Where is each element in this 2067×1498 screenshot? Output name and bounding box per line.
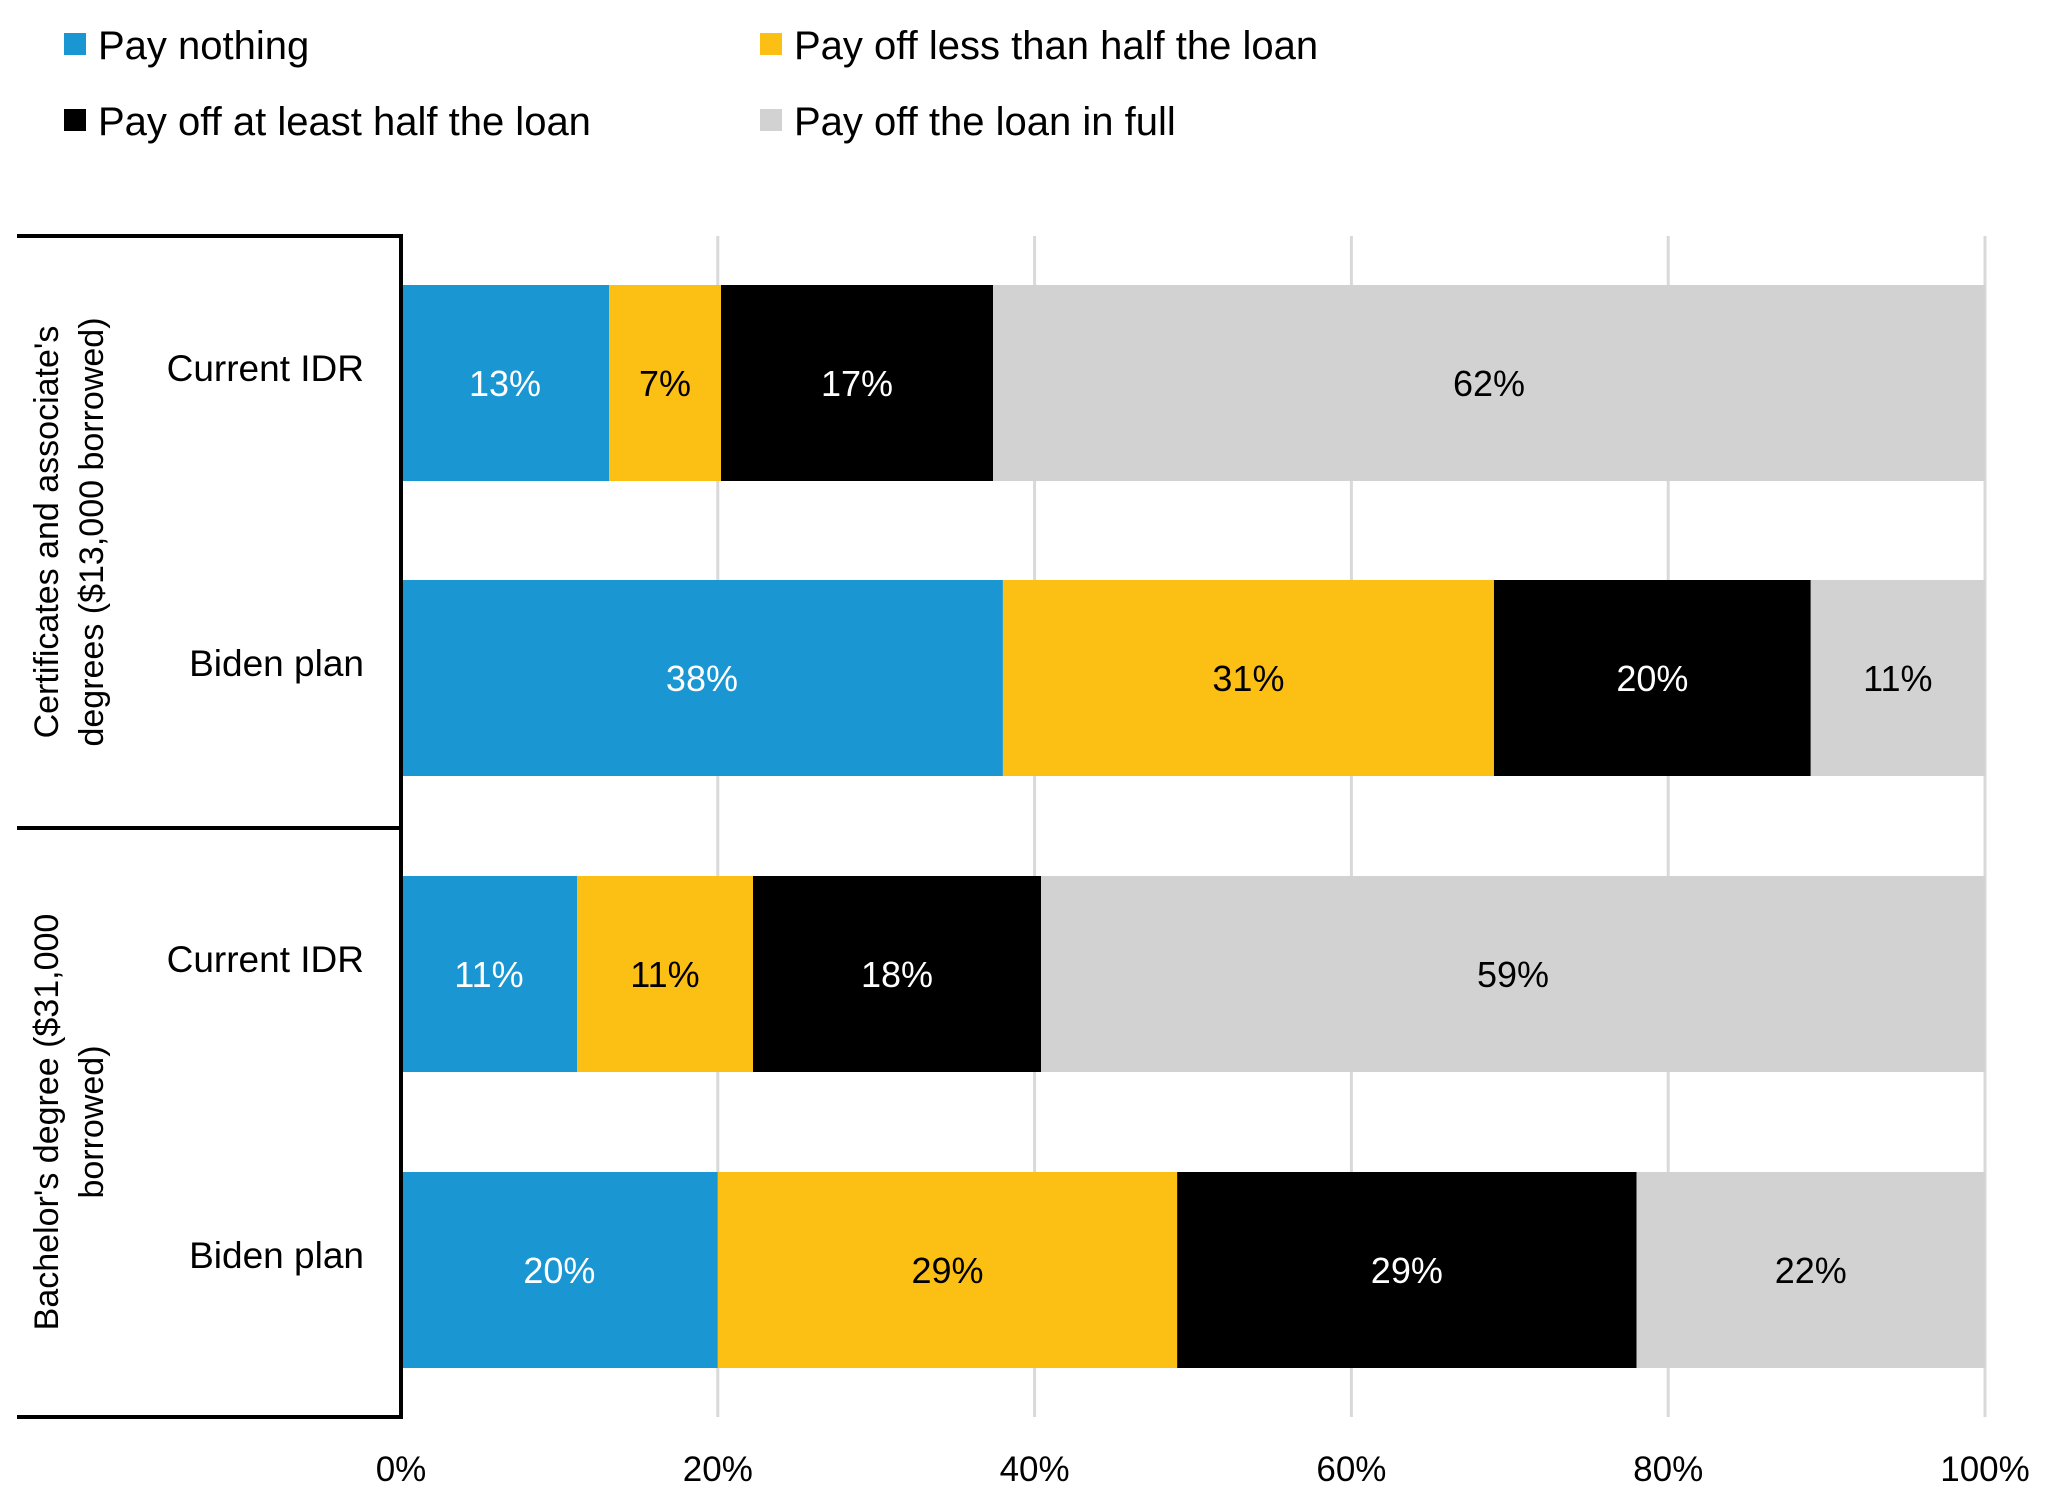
legend-swatch xyxy=(64,33,86,55)
bar-segment xyxy=(1002,580,1494,776)
data-label: 11% xyxy=(1863,658,1932,699)
category-label: Current IDR xyxy=(167,348,364,389)
x-tick-label: 20% xyxy=(683,1450,753,1489)
group-label: degrees ($13,000 borrowed) xyxy=(73,317,111,746)
category-label: Current IDR xyxy=(167,939,364,980)
bar-segment xyxy=(721,285,993,481)
bar-segment xyxy=(401,285,609,481)
bar-segment xyxy=(577,876,753,1072)
data-label: 59% xyxy=(1477,954,1549,995)
bar-segment xyxy=(609,285,721,481)
axes xyxy=(17,234,403,1419)
bar-segment xyxy=(753,876,1041,1072)
bar-segment xyxy=(1810,580,1985,776)
bar-segment xyxy=(1493,580,1811,776)
bar-segment xyxy=(1041,876,1985,1072)
data-label: 38% xyxy=(666,658,738,699)
data-label: 29% xyxy=(1371,1250,1443,1291)
data-label: 31% xyxy=(1212,658,1284,699)
data-label: 62% xyxy=(1453,363,1525,404)
bar-segment xyxy=(717,1172,1178,1368)
data-label: 29% xyxy=(911,1250,983,1291)
data-label: 18% xyxy=(861,954,933,995)
category-label: Biden plan xyxy=(189,1235,364,1276)
x-tick-label: 0% xyxy=(376,1450,427,1489)
data-label: 7% xyxy=(639,363,691,404)
bar-segment xyxy=(401,876,577,1072)
legend-label: Pay off less than half the loan xyxy=(794,24,1318,68)
data-label: 11% xyxy=(630,954,699,995)
data-label: 22% xyxy=(1775,1250,1847,1291)
bar-segment xyxy=(401,1172,718,1368)
x-tick-label: 80% xyxy=(1633,1450,1703,1489)
data-label: 20% xyxy=(523,1250,595,1291)
x-tick-label: 100% xyxy=(1940,1450,2030,1489)
legend: Pay nothing Pay off less than half the lo… xyxy=(64,24,1318,144)
legend-swatch xyxy=(760,109,782,131)
bar-segment xyxy=(401,580,1003,776)
category-labels: Current IDR Biden plan Current IDR Biden pl… xyxy=(28,317,364,1330)
legend-label: Pay off the loan in full xyxy=(794,100,1176,144)
data-label: 17% xyxy=(821,363,893,404)
data-label: 11% xyxy=(454,954,523,995)
bars: 13% 7% 17% 62% 38% 31% 20% 11% 11% 11% 18% 59% 20% 29… xyxy=(401,285,1985,1368)
legend-label: Pay off at least half the loan xyxy=(98,100,591,144)
bar-segment xyxy=(1636,1172,1985,1368)
x-tick-label: 40% xyxy=(1000,1450,1070,1489)
group-label: borrowed) xyxy=(73,1045,111,1198)
legend-swatch xyxy=(64,109,86,131)
legend-label: Pay nothing xyxy=(98,24,309,68)
bar-segment xyxy=(993,285,1985,481)
category-label: Biden plan xyxy=(189,643,364,684)
bar-segment xyxy=(1177,1172,1637,1368)
data-label: 20% xyxy=(1616,658,1688,699)
x-tick-labels: 0% 20% 40% 60% 80% 100% xyxy=(376,1450,2030,1489)
data-label: 13% xyxy=(469,363,541,404)
x-tick-label: 60% xyxy=(1316,1450,1386,1489)
group-label: Certificates and associate's xyxy=(28,326,66,739)
group-label: Bachelor's degree ($31,000 xyxy=(28,914,66,1331)
legend-swatch xyxy=(760,33,782,55)
